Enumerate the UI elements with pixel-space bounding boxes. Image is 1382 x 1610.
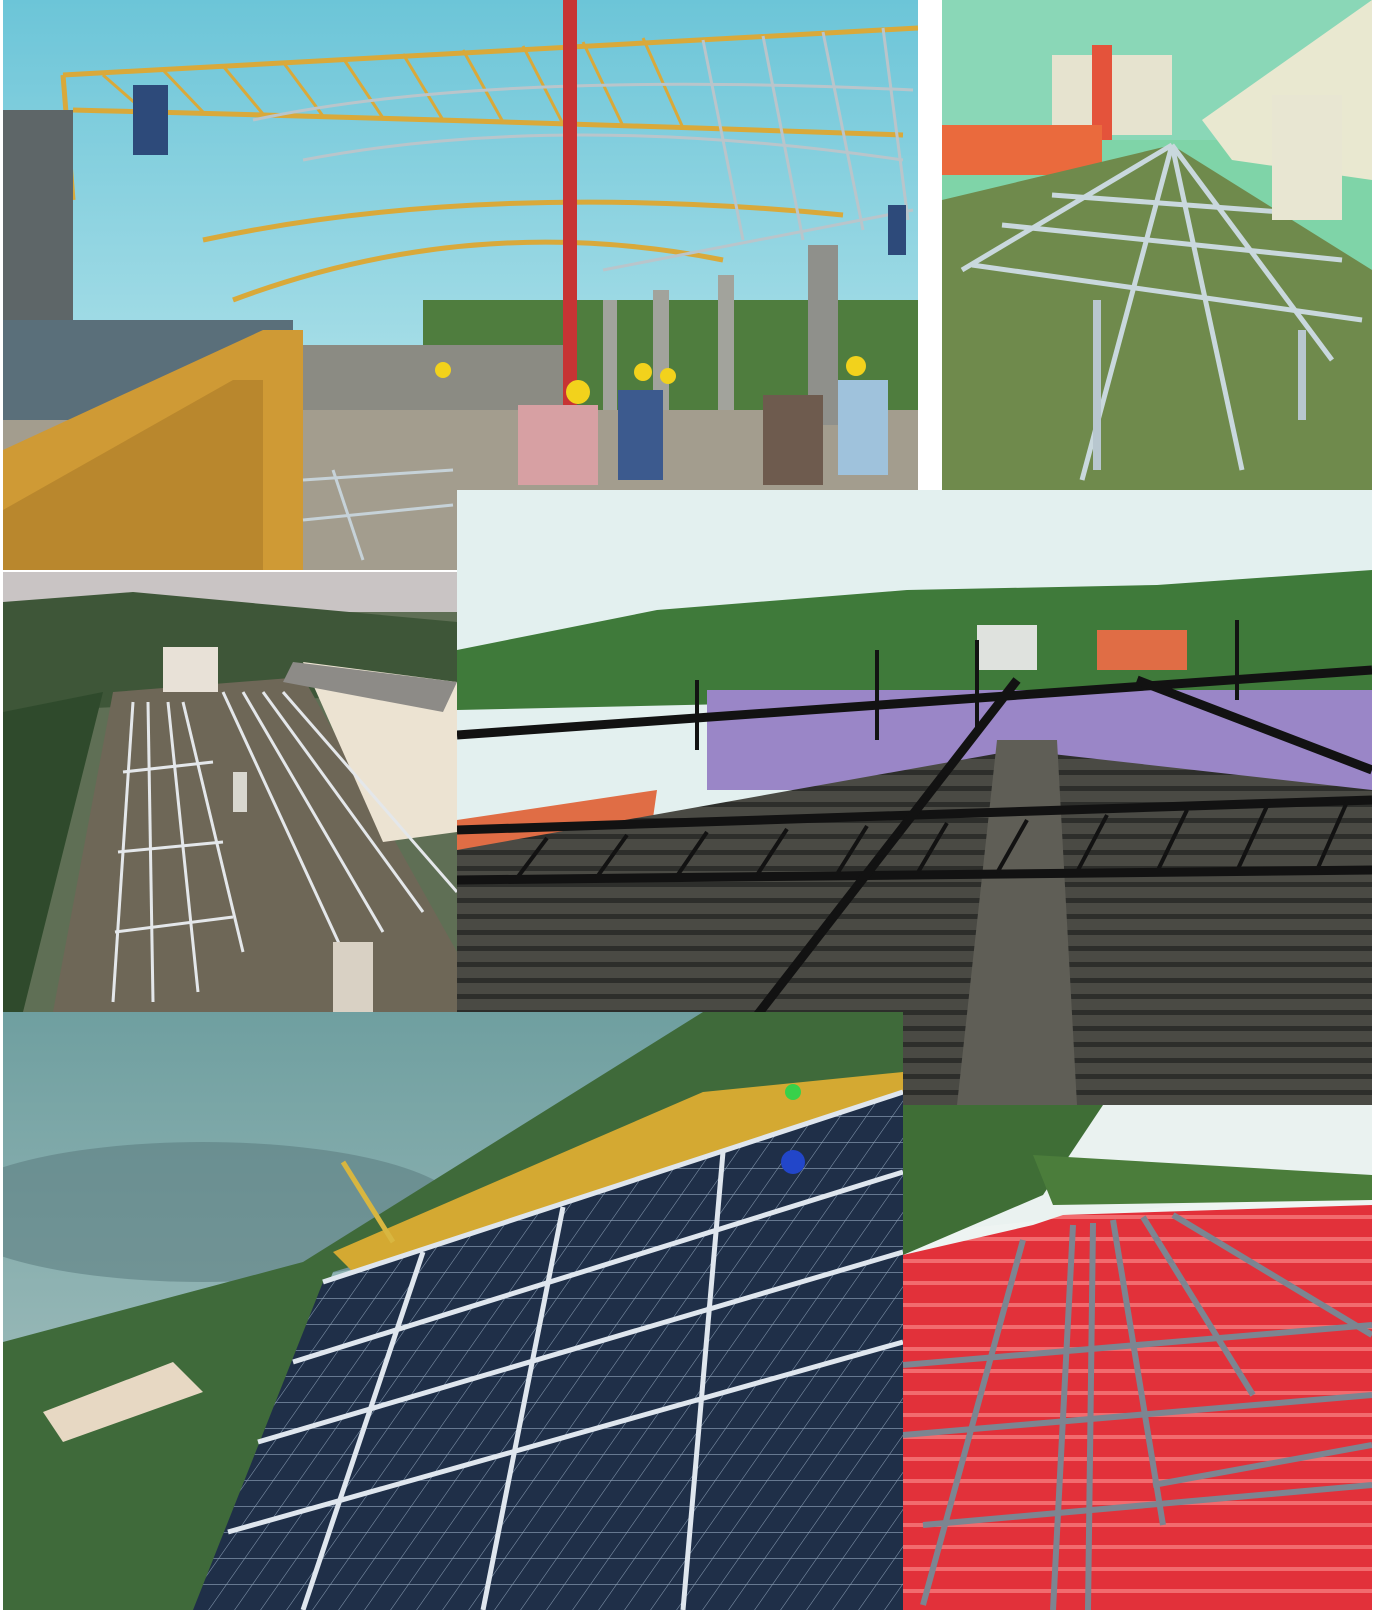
photo-arch-truss-construction — [3, 0, 918, 570]
photo-terrace-solar-rails — [3, 572, 457, 1012]
photo-solar-panel-array — [3, 1012, 903, 1610]
photo-galvanized-mounting-structure — [942, 0, 1372, 490]
photo-black-truss-asbestos-roof — [457, 490, 1372, 1105]
photo-red-roof-steel-frame — [903, 1105, 1372, 1610]
